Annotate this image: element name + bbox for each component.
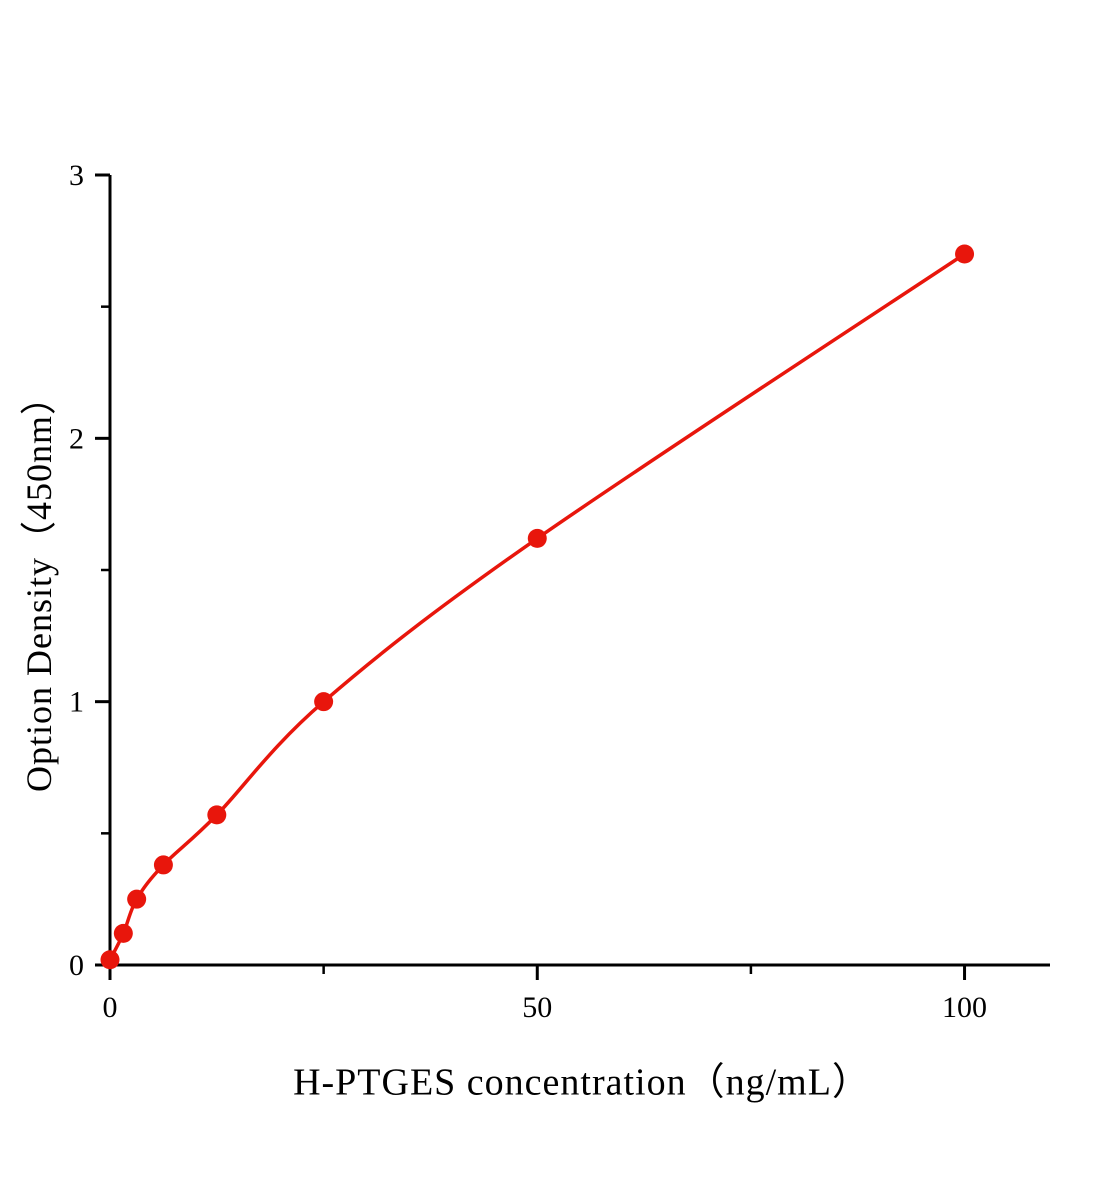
standard-curve-line <box>108 252 967 962</box>
data-point-marker <box>127 889 147 909</box>
data-point-marker <box>113 923 133 943</box>
data-point-marker <box>207 805 227 825</box>
y-tick-label: 1 <box>69 686 84 719</box>
data-point-marker <box>527 528 547 548</box>
x-axis-label: H-PTGES concentration（ng/mL） <box>293 1061 871 1104</box>
data-point-marker <box>153 855 173 875</box>
data-point-marker <box>314 692 334 712</box>
x-tick-label: 100 <box>942 991 987 1024</box>
y-tick-label: 0 <box>69 949 84 982</box>
data-point-marker <box>100 950 120 970</box>
x-tick-label: 0 <box>103 991 118 1024</box>
data-point-marker <box>955 244 975 264</box>
y-axis-label: Option Density（450nm） <box>19 378 59 792</box>
x-tick-label: 50 <box>522 991 552 1024</box>
y-tick-label: 2 <box>69 422 84 455</box>
y-tick-label: 3 <box>69 159 84 192</box>
